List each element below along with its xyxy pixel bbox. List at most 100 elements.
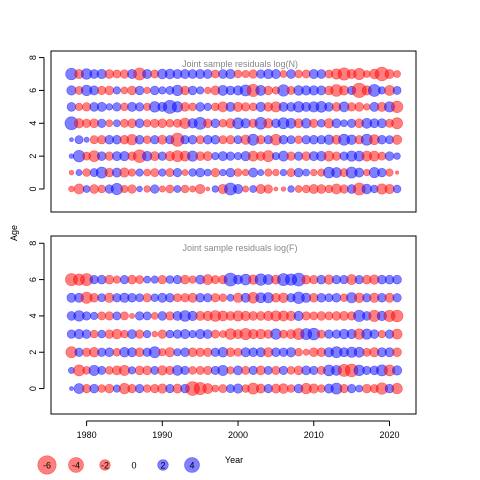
residual-bubble [135,329,145,339]
residual-bubble [173,293,182,303]
legend-bubble [37,455,57,475]
residual-bubble [316,184,327,194]
residual-bubble [279,70,288,78]
residual-bubble [143,275,152,284]
residual-bubble [195,102,205,112]
residual-bubble [113,119,121,128]
y-tick-label: 6 [28,277,38,282]
residual-bubble [203,365,213,375]
residual-bubble [158,86,167,95]
residual-bubble [293,167,304,178]
x-tick-label: 2010 [304,430,324,440]
residual-bubble [226,366,235,375]
legend-bubble [99,459,111,471]
residual-bubble [210,118,221,129]
residual-bubble [104,85,115,96]
residual-bubble [286,366,296,375]
residual-bubble [134,85,145,96]
residual-bubble [97,311,107,321]
panel-logF-y-axis: 0 2 4 6 8 [28,241,45,391]
residual-bubble [165,275,175,284]
residual-bubble [180,365,190,375]
residual-bubble [89,135,99,145]
residual-bubble [393,70,401,78]
residual-bubble [69,386,74,391]
residual-bubble [241,366,251,375]
residual-bubble [218,135,228,145]
residual-bubble [180,184,190,194]
residual-bubble [263,366,273,375]
residual-bubble [391,328,403,340]
residual-bubble [203,329,213,339]
residual-bubble [233,69,243,79]
residual-bubble [97,118,107,128]
residual-bubble [188,168,197,177]
x-tick-label: 2020 [379,430,399,440]
residual-bubble [119,167,130,178]
residual-bubble [157,329,167,339]
residual-bubble [66,102,77,112]
panel-logN: Joint sample residuals log(N) 0 2 4 6 8 [28,50,417,213]
x-tick-label: 2000 [228,430,248,440]
residual-bubble [135,293,145,303]
residual-bubble [127,366,137,375]
residual-bubble [301,311,311,321]
residual-bubble [143,330,152,339]
residual-bubble [81,329,92,339]
residual-bubble [241,69,250,79]
residual-bubble [112,86,121,95]
residual-bubble [302,348,310,356]
residual-bubble [308,383,319,394]
residual-bubble [158,185,166,193]
residual-bubble [134,118,145,129]
residual-bubble [340,119,348,128]
residual-bubble [165,293,175,303]
residual-bubble [104,69,115,79]
residual-bubble [280,186,287,192]
residual-bubble [143,185,151,193]
residual-bubble [189,185,197,193]
residual-bubble [271,69,281,79]
residual-bubble [68,185,75,193]
residual-bubble [195,183,206,195]
residual-bubble [355,384,364,393]
residual-bubble [202,383,214,394]
residual-bubble [392,86,402,95]
x-axis: 1980 1990 2000 2010 2020 [77,420,400,440]
residual-bubble [392,347,402,357]
residual-bubble [390,309,404,323]
residual-bubble [150,312,159,320]
residual-bubble [392,184,402,194]
residual-bubble [165,184,175,194]
residual-bubble [129,312,135,319]
legend-bubble [184,457,200,473]
residual-bubble [204,86,212,95]
residual-bubble [309,118,319,128]
residual-bubble [104,274,115,285]
residual-bubble [241,168,250,177]
residual-bubble [241,102,251,112]
residual-bubble [173,348,182,357]
residual-bubble [225,151,236,161]
residual-bubble [104,383,115,394]
residual-bubble [69,137,74,143]
residual-bubble [188,366,197,375]
residual-bubble [391,117,403,130]
residual-bubble [89,184,99,194]
residual-bubble [82,311,92,321]
residual-bubble [188,275,197,284]
residual-bubble [142,135,152,144]
residual-bubble [179,329,191,340]
residual-bubble [150,168,160,177]
residual-bubble [135,311,145,321]
residual-bubble [127,293,137,303]
residual-bubble [134,134,145,145]
residual-bubble [165,168,175,177]
residual-bubble [135,102,145,112]
residual-bubble [188,102,197,112]
panel-logN-y-axis: 0 2 4 6 8 [28,55,45,192]
residual-bubble [173,185,182,193]
residual-bubble [226,293,235,302]
x-axis-title: Year [225,455,243,465]
y-tick-label: 4 [28,121,38,126]
